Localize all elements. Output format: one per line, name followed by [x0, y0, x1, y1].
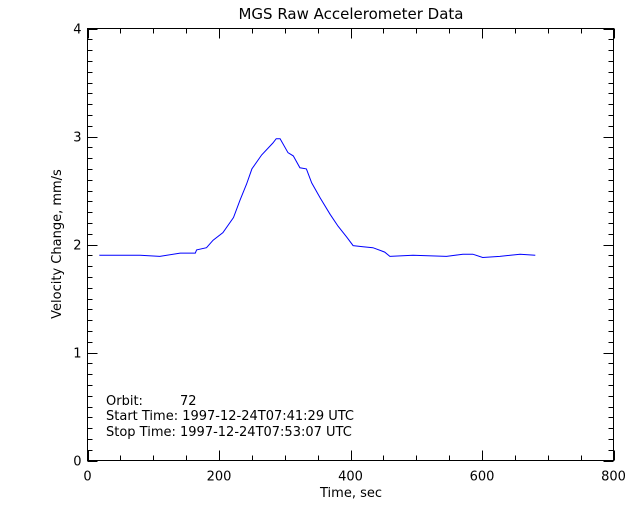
axis-ticks — [87, 28, 615, 462]
annotation-stop-time: Stop Time: 1997-12-24T07:53:07 UTC — [106, 425, 352, 440]
plot-frame — [87, 28, 614, 461]
chart-title: MGS Raw Accelerometer Data — [238, 5, 463, 23]
x-tick-label: 800 — [601, 470, 626, 485]
tick-labels: 0 200 400 600 800 0 1 2 3 4 — [73, 23, 626, 485]
y-tick-label: 2 — [73, 239, 81, 254]
x-tick-label: 0 — [83, 470, 91, 485]
series-line — [99, 138, 536, 259]
x-tick-label: 200 — [207, 470, 232, 485]
y-axis-label: Velocity Change, mm/s — [50, 169, 65, 319]
y-tick-label: 4 — [73, 23, 81, 38]
y-tick-label: 3 — [73, 131, 81, 146]
annotation-start-time: Start Time: 1997-12-24T07:41:29 UTC — [106, 409, 354, 424]
y-tick-label: 1 — [73, 347, 81, 362]
x-axis-label: Time, sec — [319, 486, 382, 501]
y-tick-label: 0 — [73, 455, 81, 470]
annotation-orbit-label: Orbit: — [106, 394, 143, 409]
annotation-orbit-value: 72 — [180, 394, 197, 409]
x-tick-label: 600 — [470, 470, 495, 485]
x-tick-label: 400 — [338, 470, 363, 485]
